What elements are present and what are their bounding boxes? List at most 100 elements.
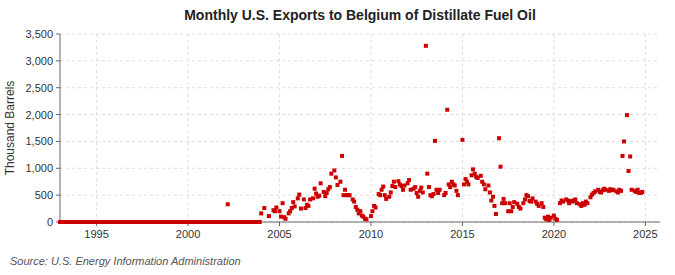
point <box>297 193 301 197</box>
point <box>381 185 385 189</box>
grid-line <box>60 195 660 196</box>
point <box>343 188 347 192</box>
point <box>299 207 303 211</box>
point <box>628 154 632 158</box>
grid-line <box>60 34 660 35</box>
point <box>401 188 405 192</box>
point <box>526 194 530 198</box>
point <box>479 174 483 178</box>
y-axis-line <box>60 34 61 222</box>
point <box>573 197 577 201</box>
point <box>482 182 486 186</box>
point <box>640 190 644 194</box>
x-tick-label: 2010 <box>359 228 383 240</box>
point <box>358 209 362 213</box>
point <box>302 197 306 201</box>
point <box>427 185 431 189</box>
point <box>444 191 448 195</box>
point <box>433 139 437 143</box>
point <box>432 192 436 196</box>
grid-line <box>60 168 660 169</box>
point <box>378 193 382 197</box>
y-tick-label: 1,500 <box>25 135 53 147</box>
point <box>489 199 493 203</box>
grid-line <box>60 87 660 88</box>
point <box>306 204 310 208</box>
y-tick-label: 3,500 <box>25 28 53 40</box>
point <box>425 172 429 176</box>
x-tick-label: 2020 <box>542 228 566 240</box>
y-tick-label: 2,000 <box>25 109 53 121</box>
point <box>511 205 515 209</box>
point <box>518 207 522 211</box>
x-tick-label: 1995 <box>84 228 108 240</box>
point <box>407 178 411 182</box>
y-tick <box>56 114 60 115</box>
point <box>555 218 559 222</box>
x-tick <box>370 222 371 226</box>
point <box>374 205 378 209</box>
point <box>348 193 352 197</box>
point <box>456 193 460 197</box>
point <box>387 195 391 199</box>
point <box>498 165 502 169</box>
point <box>585 201 589 205</box>
point <box>413 185 417 189</box>
point <box>281 201 285 205</box>
title: Monthly U.S. Exports to Belgium of Disti… <box>184 7 536 23</box>
point <box>502 197 506 201</box>
grid-line <box>279 34 280 222</box>
point <box>416 195 420 199</box>
point <box>259 211 263 215</box>
point <box>483 187 487 191</box>
point <box>284 217 288 221</box>
x-tick-label: 2015 <box>450 228 474 240</box>
y-tick <box>56 34 60 35</box>
point <box>291 200 295 204</box>
point <box>497 136 501 140</box>
point <box>393 185 397 189</box>
grid-line <box>462 34 463 222</box>
point <box>352 200 356 204</box>
y-tick <box>56 195 60 196</box>
grid-line <box>96 34 97 222</box>
x-tick-label: 2000 <box>176 228 200 240</box>
point <box>369 214 373 218</box>
point <box>383 193 387 197</box>
point <box>338 180 342 184</box>
point <box>494 212 498 216</box>
point <box>278 209 282 213</box>
point <box>419 186 423 190</box>
x-tick <box>279 222 280 226</box>
point <box>471 167 475 171</box>
point <box>311 196 315 200</box>
y-tick-label: 500 <box>35 189 53 201</box>
point <box>340 154 344 158</box>
point <box>364 217 368 221</box>
x-tick-label: 2005 <box>267 228 291 240</box>
point <box>370 209 374 213</box>
grid-line <box>370 34 371 222</box>
y-tick-label: 1,000 <box>25 162 53 174</box>
point <box>424 44 428 48</box>
point <box>454 189 458 193</box>
y-tick-label: 3,000 <box>25 55 53 67</box>
point <box>445 108 449 112</box>
point <box>625 113 629 117</box>
point <box>622 139 626 143</box>
point <box>486 183 490 187</box>
point <box>503 201 507 205</box>
point <box>492 204 496 208</box>
point <box>508 201 512 205</box>
chart: 199520002005201020152020202505001,0001,5… <box>0 0 675 275</box>
point <box>332 168 336 172</box>
y-tick-label: 0 <box>47 216 53 228</box>
y-tick <box>56 168 60 169</box>
grid-line <box>645 34 646 222</box>
grid-line <box>60 114 660 115</box>
grid-line <box>60 60 660 61</box>
point <box>319 181 323 185</box>
point <box>334 175 338 179</box>
point <box>267 214 271 218</box>
point <box>627 169 631 173</box>
